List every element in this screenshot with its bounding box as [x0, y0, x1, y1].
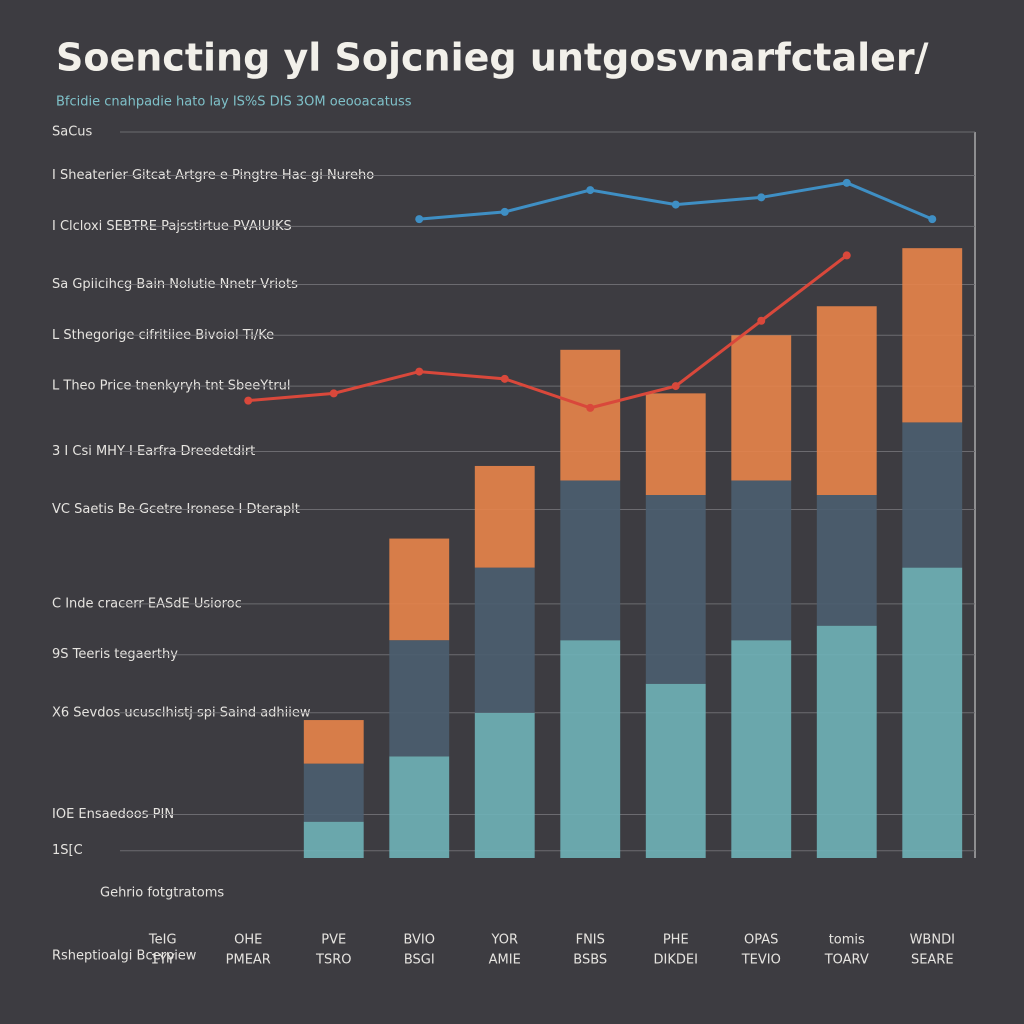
x-tick-label: PHE — [663, 933, 689, 948]
line-point — [842, 178, 851, 187]
line-point — [586, 403, 595, 412]
line-point — [415, 367, 424, 376]
line-point — [500, 207, 509, 216]
bar-segment — [560, 480, 621, 641]
bar-segment — [474, 567, 535, 713]
bar-segment — [902, 422, 963, 568]
bar-segment — [731, 640, 792, 858]
annotation: Gehrio fotgtratoms — [100, 886, 224, 901]
bar-segment — [474, 712, 535, 858]
y-tick-label: 9S Teeris tegaerthy — [52, 647, 178, 662]
line-point — [757, 316, 766, 325]
x-tick-label: TSRO — [315, 953, 351, 968]
line-point — [928, 215, 937, 224]
line-point — [415, 215, 424, 224]
bar-segment — [303, 720, 364, 764]
bar-segment — [816, 495, 877, 626]
x-axis-label: Rsheptioalgi Bcerpiew — [52, 949, 197, 964]
x-tick-label: OHE — [234, 933, 262, 948]
bar-segment — [731, 480, 792, 641]
bar-segment — [645, 683, 706, 858]
x-tick-label: 1YY — [151, 953, 175, 968]
bar-segment — [389, 756, 450, 858]
y-tick-label: SaCus — [52, 125, 93, 140]
x-tick-label: FNIS — [576, 933, 605, 948]
bar-segment — [645, 495, 706, 684]
bar-segment — [389, 538, 450, 641]
x-tick-label: BSGI — [404, 953, 435, 968]
x-tick-label: DIKDEI — [654, 953, 698, 968]
bar-segment — [303, 821, 364, 858]
line-point — [244, 396, 253, 405]
x-tick-label: TEVIO — [741, 953, 781, 968]
y-tick-label: IOE Ensaedoos PIN — [52, 807, 174, 822]
bar-segment — [389, 640, 450, 757]
bar-segment — [902, 567, 963, 858]
line-point — [671, 382, 680, 391]
x-tick-label: PVE — [321, 933, 346, 948]
x-tick-label: tomis — [829, 933, 865, 948]
line-point — [329, 389, 338, 398]
bar-segment — [816, 306, 877, 495]
y-tick-label: 1S[C — [52, 843, 83, 858]
bar-segment — [816, 625, 877, 858]
bar-segment — [645, 393, 706, 495]
line-point — [757, 193, 766, 202]
x-tick-label: BSBS — [573, 953, 607, 968]
line-point — [671, 200, 680, 209]
chart-subtitle: Bfcidie cnahpadie hato lay IS%S DIS 3OM … — [56, 95, 412, 110]
line — [248, 254, 848, 410]
bar-segment — [474, 465, 535, 568]
x-tick-label: PMEAR — [226, 953, 271, 968]
x-tick-label: TOARV — [824, 953, 869, 968]
x-tick-label: OPAS — [744, 933, 778, 948]
bar-segment — [731, 335, 792, 481]
chart-title: Soencting yl Sojcnieg untgosvnarfctaler/ — [56, 36, 929, 80]
line-point — [586, 186, 595, 195]
bar-segment — [560, 640, 621, 858]
x-tick-label: BVIO — [404, 933, 435, 948]
bar-segment — [902, 248, 963, 423]
bar-segment — [303, 763, 364, 822]
x-tick-label: AMIE — [489, 953, 521, 968]
x-tick-label: WBNDI — [910, 933, 955, 948]
line-point — [842, 251, 851, 260]
x-tick-label: TeIG — [148, 933, 177, 948]
line-point — [500, 374, 509, 383]
x-tick-label: SEARE — [911, 953, 954, 968]
x-tick-label: YOR — [491, 933, 519, 948]
bar-segment — [560, 349, 621, 481]
